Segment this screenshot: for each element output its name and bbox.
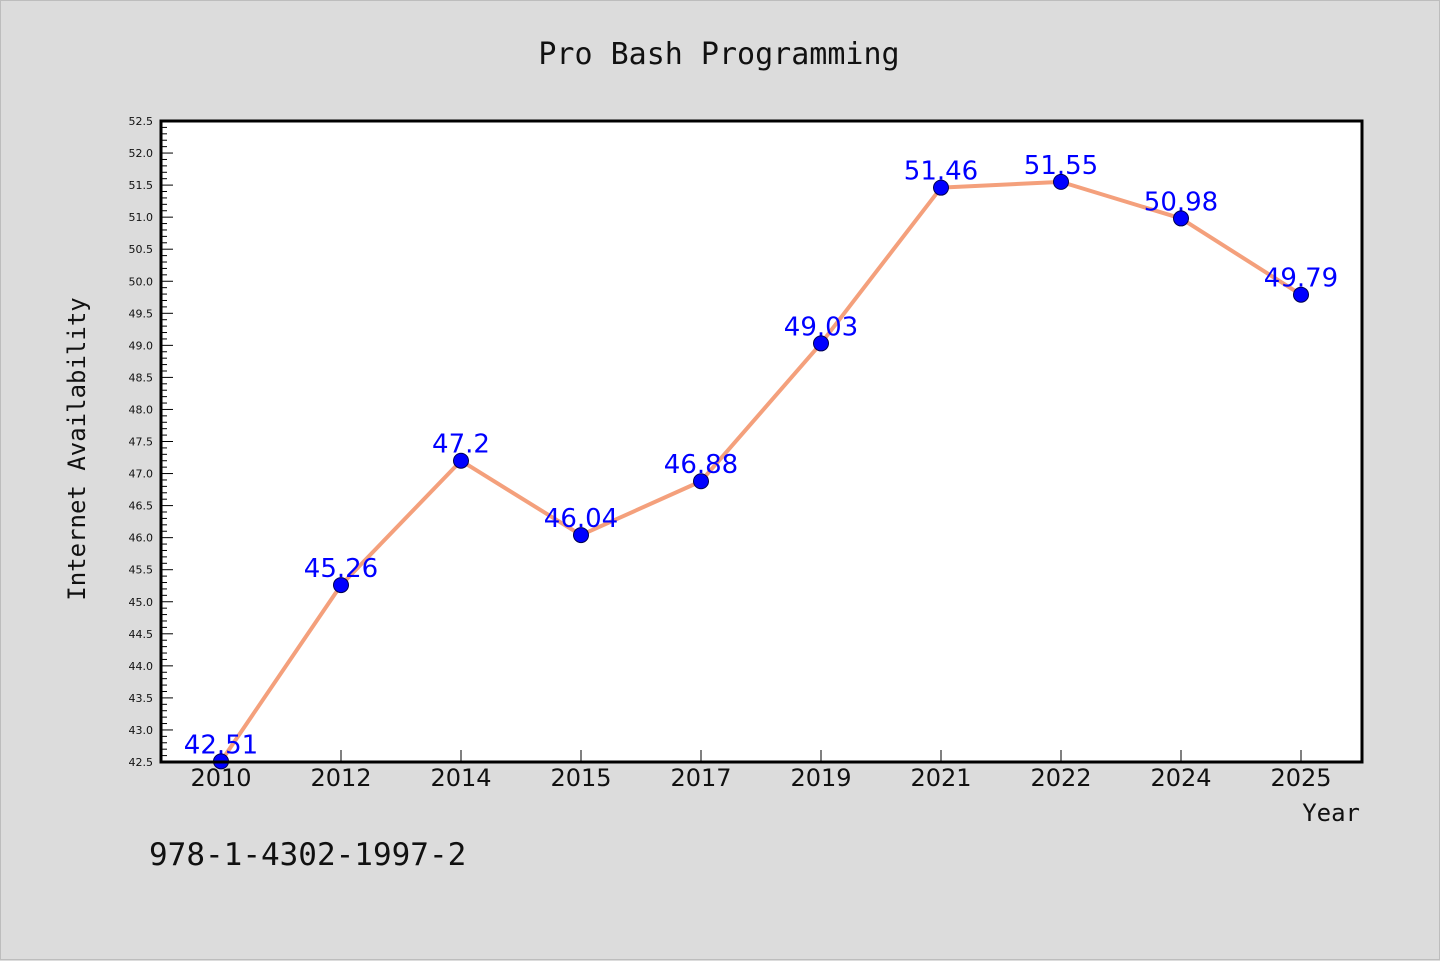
data-label: 47.2: [432, 430, 490, 460]
y-tick-label: 44.0: [129, 660, 154, 673]
y-tick-label: 46.5: [129, 500, 154, 513]
x-tick-label: 2012: [310, 764, 371, 792]
data-label: 51.46: [904, 157, 978, 187]
y-tick-label: 46.0: [129, 532, 154, 545]
y-axis-title: Internet Availability: [63, 297, 91, 600]
y-tick-label: 51.0: [129, 211, 154, 224]
data-point: [453, 452, 469, 469]
x-axis: 2010 2012 2014 2015 2017 2019 2021 2022 2024 2025: [190, 750, 1332, 792]
x-tick-label: 2022: [1030, 764, 1091, 792]
x-tick-label: 2017: [670, 764, 731, 792]
y-tick-label: 45.0: [129, 596, 154, 609]
data-point: [813, 335, 829, 352]
y-tick-label: 51.5: [129, 179, 154, 192]
data-label: 49.03: [784, 312, 858, 342]
y-axis: 42.5 43.0 43.5 44.0 44.5 45.0 45.5 46.0 46.5 47.0…: [129, 115, 173, 769]
isbn-annotation: 978-1-4302-1997-2: [149, 837, 466, 873]
y-tick-label: 48.5: [129, 371, 154, 384]
data-label: 50.98: [1144, 187, 1218, 217]
x-tick-label: 2014: [430, 764, 491, 792]
data-point: [573, 527, 589, 544]
y-tick-label: 47.0: [129, 468, 154, 481]
data-label: 51.55: [1024, 151, 1098, 181]
y-tick-label: 52.5: [129, 115, 154, 128]
plot-area: [161, 121, 1362, 762]
series-layer: [213, 173, 1309, 770]
data-point: [693, 473, 709, 490]
y-tick-label: 49.0: [129, 339, 154, 352]
series-line: [219, 179, 1303, 764]
y-tick-label: 47.5: [129, 436, 154, 449]
y-tick-label: 42.5: [129, 756, 154, 769]
y-tick-label: 50.0: [129, 275, 154, 288]
y-tick-label: 48.0: [129, 403, 154, 416]
x-tick-label: 2025: [1270, 764, 1331, 792]
x-tick-label: 2024: [1150, 764, 1211, 792]
data-label: 46.04: [544, 504, 618, 534]
data-point: [333, 577, 349, 594]
plot-border: [159, 119, 1364, 764]
x-axis-title: Year: [1302, 799, 1360, 827]
data-label-layer: 42.51 45.26 47.2 46.04 46.88 49.03 51.46 51.55 5…: [184, 151, 1338, 760]
data-point: [1173, 210, 1189, 227]
data-label: 45.26: [304, 554, 378, 584]
x-tick-label: 2019: [790, 764, 851, 792]
data-label: 42.51: [184, 730, 258, 760]
y-tick-label: 45.5: [129, 564, 154, 577]
x-tick-label: 2015: [550, 764, 611, 792]
y-tick-label: 49.5: [129, 307, 154, 320]
y-tick-label: 52.0: [129, 147, 154, 160]
data-point: [1293, 286, 1309, 303]
y-tick-label: 43.5: [129, 692, 154, 705]
data-point: [1053, 173, 1069, 190]
y-tick-label: 50.5: [129, 243, 154, 256]
y-tick-label: 43.0: [129, 724, 154, 737]
y-tick-label: 44.5: [129, 628, 154, 641]
x-tick-label: 2021: [910, 764, 971, 792]
data-point: [933, 179, 949, 196]
data-label: 49.79: [1264, 264, 1338, 294]
data-label: 46.88: [664, 450, 738, 480]
chart-title: Pro Bash Programming: [538, 37, 899, 72]
